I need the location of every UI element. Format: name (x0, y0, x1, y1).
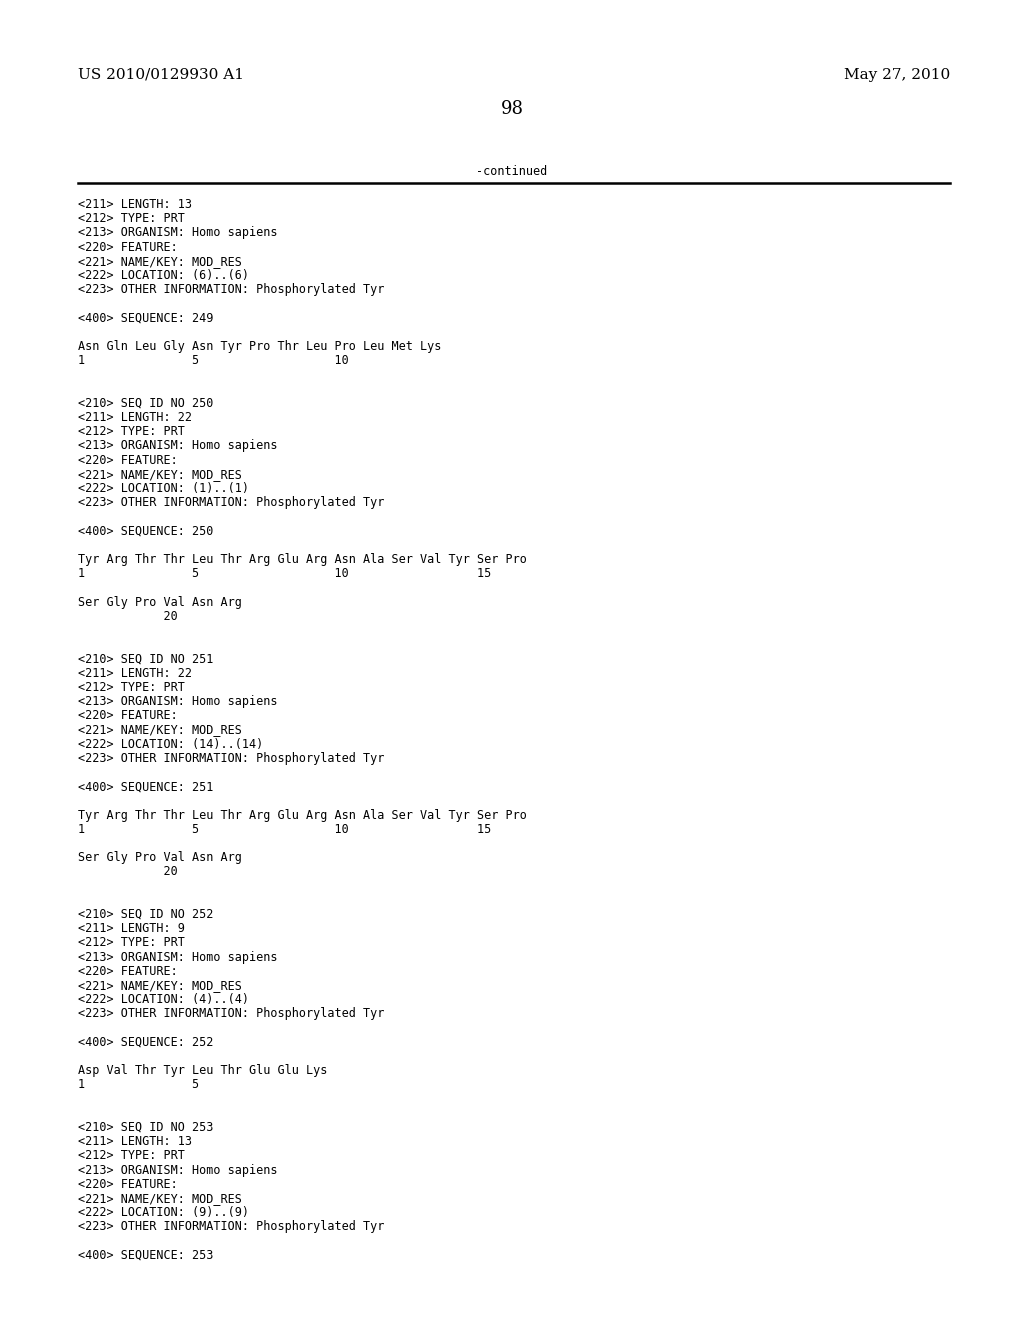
Text: <223> OTHER INFORMATION: Phosphorylated Tyr: <223> OTHER INFORMATION: Phosphorylated … (78, 284, 384, 296)
Text: <223> OTHER INFORMATION: Phosphorylated Tyr: <223> OTHER INFORMATION: Phosphorylated … (78, 1221, 384, 1233)
Text: <212> TYPE: PRT: <212> TYPE: PRT (78, 1150, 185, 1163)
Text: <222> LOCATION: (6)..(6): <222> LOCATION: (6)..(6) (78, 269, 249, 282)
Text: <223> OTHER INFORMATION: Phosphorylated Tyr: <223> OTHER INFORMATION: Phosphorylated … (78, 1007, 384, 1020)
Text: 1               5                   10                  15: 1 5 10 15 (78, 822, 492, 836)
Text: <211> LENGTH: 22: <211> LENGTH: 22 (78, 667, 193, 680)
Text: <213> ORGANISM: Homo sapiens: <213> ORGANISM: Homo sapiens (78, 696, 278, 708)
Text: Asp Val Thr Tyr Leu Thr Glu Glu Lys: Asp Val Thr Tyr Leu Thr Glu Glu Lys (78, 1064, 328, 1077)
Text: 1               5                   10                  15: 1 5 10 15 (78, 568, 492, 581)
Text: <211> LENGTH: 9: <211> LENGTH: 9 (78, 923, 185, 935)
Text: <222> LOCATION: (9)..(9): <222> LOCATION: (9)..(9) (78, 1206, 249, 1220)
Text: Ser Gly Pro Val Asn Arg: Ser Gly Pro Val Asn Arg (78, 595, 242, 609)
Text: <211> LENGTH: 22: <211> LENGTH: 22 (78, 411, 193, 424)
Text: Asn Gln Leu Gly Asn Tyr Pro Thr Leu Pro Leu Met Lys: Asn Gln Leu Gly Asn Tyr Pro Thr Leu Pro … (78, 341, 441, 352)
Text: <400> SEQUENCE: 253: <400> SEQUENCE: 253 (78, 1249, 213, 1262)
Text: <223> OTHER INFORMATION: Phosphorylated Tyr: <223> OTHER INFORMATION: Phosphorylated … (78, 496, 384, 510)
Text: <212> TYPE: PRT: <212> TYPE: PRT (78, 213, 185, 226)
Text: <220> FEATURE:: <220> FEATURE: (78, 709, 178, 722)
Text: <221> NAME/KEY: MOD_RES: <221> NAME/KEY: MOD_RES (78, 255, 242, 268)
Text: May 27, 2010: May 27, 2010 (844, 69, 950, 82)
Text: 1               5                   10: 1 5 10 (78, 354, 349, 367)
Text: <222> LOCATION: (14)..(14): <222> LOCATION: (14)..(14) (78, 738, 263, 751)
Text: <210> SEQ ID NO 251: <210> SEQ ID NO 251 (78, 652, 213, 665)
Text: <400> SEQUENCE: 251: <400> SEQUENCE: 251 (78, 780, 213, 793)
Text: <213> ORGANISM: Homo sapiens: <213> ORGANISM: Homo sapiens (78, 1164, 278, 1176)
Text: <213> ORGANISM: Homo sapiens: <213> ORGANISM: Homo sapiens (78, 950, 278, 964)
Text: -continued: -continued (476, 165, 548, 178)
Text: 1               5: 1 5 (78, 1078, 199, 1092)
Text: <221> NAME/KEY: MOD_RES: <221> NAME/KEY: MOD_RES (78, 467, 242, 480)
Text: <210> SEQ ID NO 252: <210> SEQ ID NO 252 (78, 908, 213, 921)
Text: <212> TYPE: PRT: <212> TYPE: PRT (78, 936, 185, 949)
Text: <400> SEQUENCE: 249: <400> SEQUENCE: 249 (78, 312, 213, 325)
Text: 20: 20 (78, 866, 178, 878)
Text: <211> LENGTH: 13: <211> LENGTH: 13 (78, 1135, 193, 1148)
Text: Tyr Arg Thr Thr Leu Thr Arg Glu Arg Asn Ala Ser Val Tyr Ser Pro: Tyr Arg Thr Thr Leu Thr Arg Glu Arg Asn … (78, 809, 527, 821)
Text: <221> NAME/KEY: MOD_RES: <221> NAME/KEY: MOD_RES (78, 723, 242, 737)
Text: <220> FEATURE:: <220> FEATURE: (78, 454, 178, 466)
Text: Ser Gly Pro Val Asn Arg: Ser Gly Pro Val Asn Arg (78, 851, 242, 865)
Text: 20: 20 (78, 610, 178, 623)
Text: <210> SEQ ID NO 250: <210> SEQ ID NO 250 (78, 397, 213, 409)
Text: <220> FEATURE:: <220> FEATURE: (78, 1177, 178, 1191)
Text: <212> TYPE: PRT: <212> TYPE: PRT (78, 425, 185, 438)
Text: US 2010/0129930 A1: US 2010/0129930 A1 (78, 69, 244, 82)
Text: <212> TYPE: PRT: <212> TYPE: PRT (78, 681, 185, 694)
Text: <223> OTHER INFORMATION: Phosphorylated Tyr: <223> OTHER INFORMATION: Phosphorylated … (78, 752, 384, 764)
Text: <221> NAME/KEY: MOD_RES: <221> NAME/KEY: MOD_RES (78, 979, 242, 993)
Text: <220> FEATURE:: <220> FEATURE: (78, 240, 178, 253)
Text: <221> NAME/KEY: MOD_RES: <221> NAME/KEY: MOD_RES (78, 1192, 242, 1205)
Text: <213> ORGANISM: Homo sapiens: <213> ORGANISM: Homo sapiens (78, 227, 278, 239)
Text: <211> LENGTH: 13: <211> LENGTH: 13 (78, 198, 193, 211)
Text: <222> LOCATION: (4)..(4): <222> LOCATION: (4)..(4) (78, 993, 249, 1006)
Text: <400> SEQUENCE: 252: <400> SEQUENCE: 252 (78, 1036, 213, 1049)
Text: <213> ORGANISM: Homo sapiens: <213> ORGANISM: Homo sapiens (78, 440, 278, 453)
Text: <400> SEQUENCE: 250: <400> SEQUENCE: 250 (78, 524, 213, 537)
Text: <210> SEQ ID NO 253: <210> SEQ ID NO 253 (78, 1121, 213, 1134)
Text: <220> FEATURE:: <220> FEATURE: (78, 965, 178, 978)
Text: <222> LOCATION: (1)..(1): <222> LOCATION: (1)..(1) (78, 482, 249, 495)
Text: Tyr Arg Thr Thr Leu Thr Arg Glu Arg Asn Ala Ser Val Tyr Ser Pro: Tyr Arg Thr Thr Leu Thr Arg Glu Arg Asn … (78, 553, 527, 566)
Text: 98: 98 (501, 100, 523, 117)
